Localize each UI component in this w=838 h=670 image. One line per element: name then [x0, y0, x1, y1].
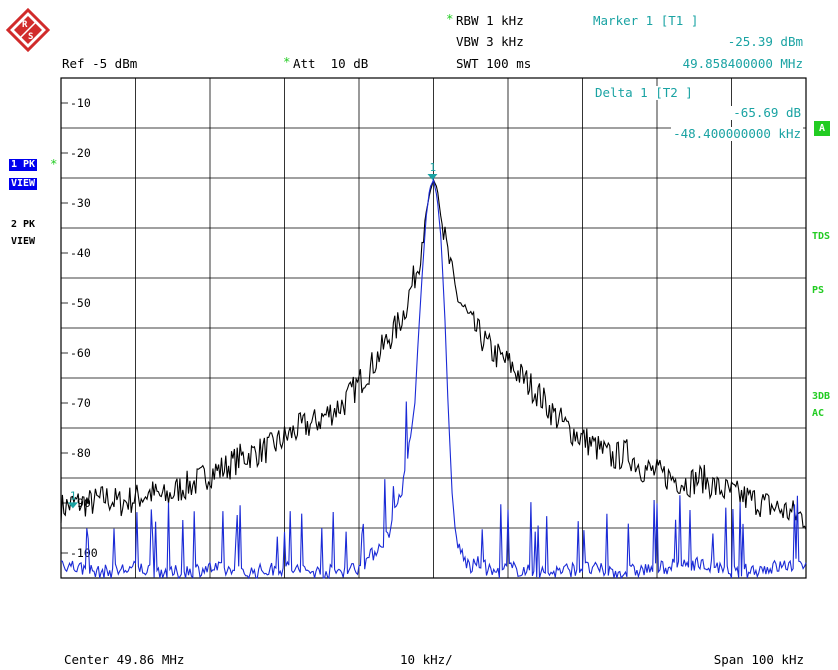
- swt-label: SWT 100 ms: [456, 56, 532, 71]
- markers: 11: [67, 161, 438, 509]
- trace2-label[interactable]: 2 PK: [11, 219, 36, 230]
- y-tick-label: -30: [70, 196, 91, 210]
- trace2-line: [60, 178, 807, 580]
- traces: [60, 178, 807, 580]
- ref-level-label: Ref -5 dBm: [62, 56, 138, 71]
- grid: [60, 77, 807, 579]
- rbw-star: *: [446, 11, 454, 26]
- marker1-level: -25.39 dBm: [727, 34, 803, 49]
- rohde-schwarz-logo: R S: [6, 8, 50, 52]
- y-tick-label: -50: [70, 296, 91, 310]
- screen-a-badge: A: [814, 121, 831, 136]
- trace1-star: *: [50, 156, 58, 171]
- y-tick-label: -70: [70, 396, 91, 410]
- y-tick-labels: -10-20-30-40-50-60-70-80-90-100: [61, 96, 98, 560]
- trace1-mode[interactable]: VIEW: [9, 178, 38, 190]
- marker-triangle: [67, 502, 78, 509]
- vbw-label: VBW 3 kHz: [456, 34, 524, 49]
- marker1-frequency: 49.858400000 MHz: [682, 56, 803, 71]
- center-frequency: Center 49.86 MHz: [64, 652, 185, 667]
- y-tick-label: -40: [70, 246, 91, 260]
- ac-status: AC: [812, 408, 825, 419]
- svg-text:R: R: [22, 20, 28, 30]
- trace1-label[interactable]: 1 PK: [9, 159, 38, 171]
- marker-label: 1: [70, 489, 77, 502]
- y-tick-label: -20: [70, 146, 91, 160]
- span-label: Span 100 kHz: [713, 652, 804, 667]
- delta-level: -65.69 dB: [731, 105, 803, 120]
- trace2-mode[interactable]: VIEW: [11, 236, 36, 247]
- marker1-title: Marker 1 [T1 ]: [593, 13, 699, 28]
- y-tick-label: -80: [70, 446, 91, 460]
- y-tick-label: -100: [70, 546, 98, 560]
- rbw-label: RBW 1 kHz: [456, 13, 524, 28]
- 3db-status: 3DB: [812, 391, 831, 402]
- delta-frequency: -48.400000000 kHz: [671, 126, 803, 141]
- att-star: *: [283, 54, 291, 69]
- svg-text:S: S: [28, 32, 33, 42]
- div-per-grid: 10 kHz/: [400, 652, 453, 667]
- tds-status: TDS: [812, 231, 831, 242]
- y-tick-label: -60: [70, 346, 91, 360]
- delta-title: Delta 1 [T2 ]: [593, 85, 695, 100]
- marker-label: 1: [429, 161, 436, 174]
- ps-status: PS: [812, 285, 825, 296]
- marker-triangle: [427, 173, 438, 180]
- attenuation-label: Att 10 dB: [293, 56, 369, 71]
- y-tick-label: -10: [70, 96, 91, 110]
